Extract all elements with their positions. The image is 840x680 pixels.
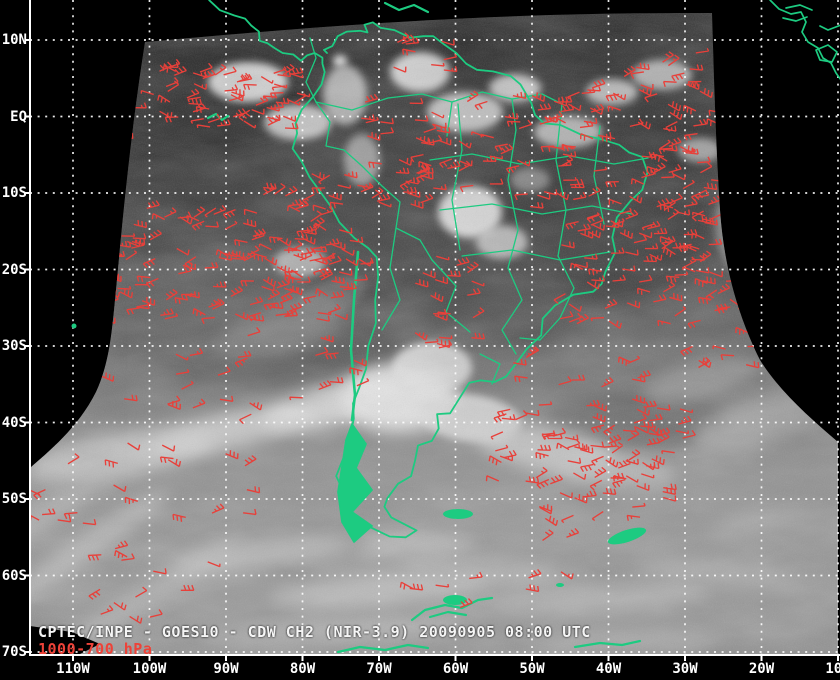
country-state-border	[555, 103, 567, 257]
wind-barb-cluster	[414, 255, 486, 349]
island-patch	[443, 595, 467, 605]
wind-barb-cluster	[289, 335, 370, 401]
wind-barb-cluster	[87, 540, 221, 600]
wind-barb-cluster	[541, 355, 694, 492]
country-state-border	[507, 129, 519, 269]
country-state-border	[305, 37, 317, 103]
pressure-level-label: 1000-700 hPa	[38, 640, 153, 658]
wind-barb-cluster	[485, 425, 696, 504]
wind-barb-cluster	[140, 58, 311, 130]
island-patch	[607, 527, 647, 545]
country-state-border	[381, 227, 401, 331]
wind-barb-cluster	[623, 47, 710, 91]
patagonia-ice-patch	[337, 423, 373, 543]
africa-coastline	[785, 4, 813, 11]
country-state-border	[557, 255, 575, 319]
country-state-border	[479, 353, 501, 385]
country-state-border	[315, 101, 345, 151]
country-state-border	[519, 317, 561, 341]
country-state-border	[439, 203, 633, 215]
island-coastline	[383, 1, 430, 14]
wind-barb-cluster	[539, 502, 646, 541]
wind-barb-cluster	[361, 90, 587, 209]
island-patch	[71, 323, 77, 329]
country-state-border	[446, 101, 453, 137]
africa-coastline	[819, 24, 840, 31]
country-state-border	[343, 149, 433, 261]
country-state-border	[511, 98, 517, 131]
island-coastline	[428, 610, 468, 619]
wind-barb-cluster	[393, 32, 458, 73]
axes	[25, 0, 840, 661]
island-coastline	[573, 639, 642, 649]
africa-coastline	[815, 44, 838, 63]
country-state-border	[429, 153, 649, 165]
island-coastline	[410, 596, 494, 622]
wind-barb-cluster	[100, 586, 163, 624]
country-state-border	[451, 103, 463, 251]
coastline-borders-layer	[71, 0, 840, 654]
country-state-border	[431, 259, 471, 333]
map-title: CPTEC/INPE - GOES10 - CDW CH2 (NIR-3.9) …	[38, 623, 591, 641]
wind-barb-cluster	[493, 346, 553, 423]
island-coastline	[336, 643, 430, 654]
andes-ridge-line	[349, 250, 360, 422]
south-america-coastline	[208, 0, 649, 539]
country-state-border	[461, 249, 611, 261]
country-state-border	[501, 267, 523, 355]
wind-barb-cluster	[399, 568, 574, 609]
island-patch	[443, 509, 473, 519]
wind-barb-cluster	[263, 171, 374, 304]
africa-coastline	[769, 0, 840, 81]
island-patch	[556, 583, 564, 587]
africa-coastline	[782, 16, 808, 22]
